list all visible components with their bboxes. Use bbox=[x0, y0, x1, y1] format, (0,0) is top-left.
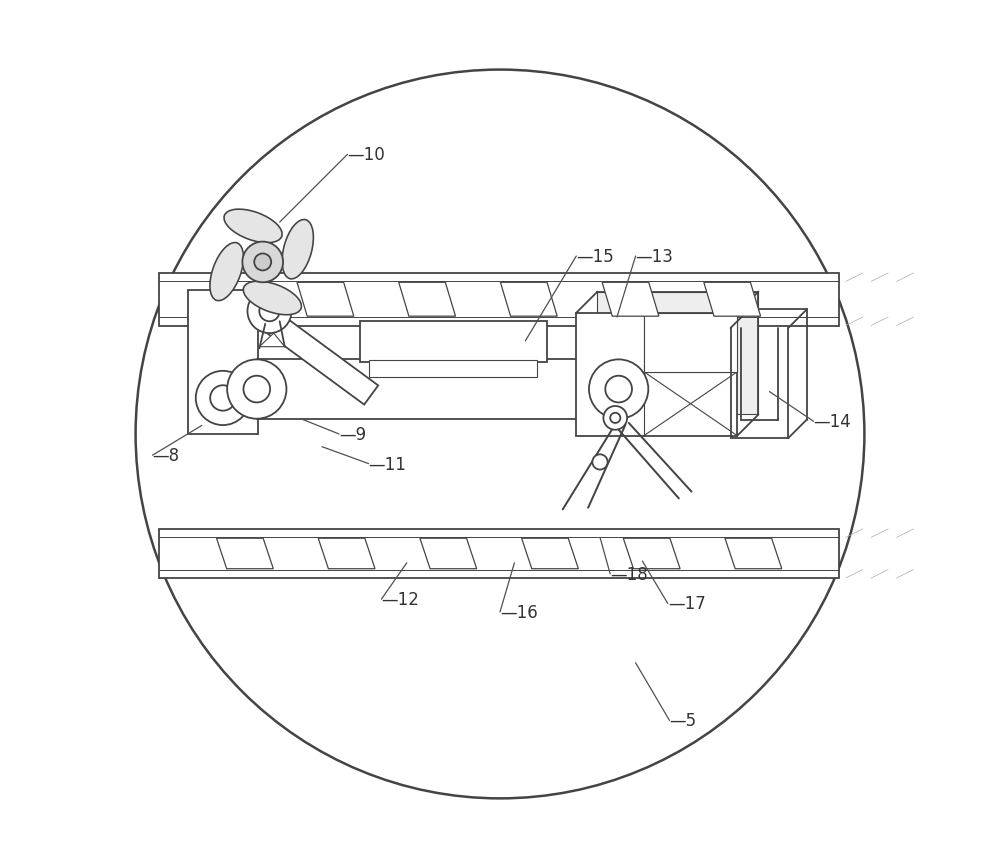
Polygon shape bbox=[259, 334, 285, 348]
Circle shape bbox=[242, 242, 283, 283]
Text: —13: —13 bbox=[636, 248, 673, 266]
Text: —12: —12 bbox=[381, 590, 419, 608]
Circle shape bbox=[254, 254, 271, 271]
Text: —16: —16 bbox=[500, 603, 538, 621]
Bar bbox=[159, 529, 839, 579]
Circle shape bbox=[259, 302, 280, 322]
Text: —8: —8 bbox=[153, 446, 180, 464]
Polygon shape bbox=[251, 302, 378, 405]
Circle shape bbox=[610, 413, 620, 423]
Bar bbox=[188, 291, 258, 435]
Ellipse shape bbox=[243, 282, 301, 315]
Circle shape bbox=[589, 360, 648, 419]
Circle shape bbox=[605, 377, 632, 403]
Polygon shape bbox=[623, 538, 680, 569]
Polygon shape bbox=[318, 538, 375, 569]
Circle shape bbox=[136, 71, 864, 798]
Polygon shape bbox=[399, 283, 456, 317]
Ellipse shape bbox=[282, 220, 313, 279]
Polygon shape bbox=[725, 538, 782, 569]
Bar bbox=[360, 322, 547, 362]
Circle shape bbox=[227, 360, 286, 419]
Circle shape bbox=[243, 377, 270, 403]
Text: —18: —18 bbox=[610, 565, 648, 583]
Text: —9: —9 bbox=[339, 425, 366, 443]
Polygon shape bbox=[522, 538, 578, 569]
Text: —15: —15 bbox=[576, 248, 614, 266]
Bar bbox=[597, 292, 758, 415]
Circle shape bbox=[210, 386, 236, 412]
Text: —5: —5 bbox=[669, 711, 697, 729]
Polygon shape bbox=[602, 283, 659, 317]
Polygon shape bbox=[297, 283, 354, 317]
Bar bbox=[369, 361, 537, 377]
Polygon shape bbox=[217, 538, 273, 569]
Circle shape bbox=[603, 406, 627, 430]
Text: —11: —11 bbox=[369, 455, 407, 473]
Polygon shape bbox=[420, 538, 477, 569]
Text: —14: —14 bbox=[814, 412, 851, 431]
Circle shape bbox=[247, 290, 292, 334]
Polygon shape bbox=[704, 283, 761, 317]
Text: —10: —10 bbox=[347, 147, 385, 164]
Text: —17: —17 bbox=[668, 595, 706, 613]
Bar bbox=[159, 273, 839, 326]
Ellipse shape bbox=[224, 210, 282, 244]
Ellipse shape bbox=[210, 243, 243, 302]
Circle shape bbox=[196, 371, 250, 426]
Circle shape bbox=[592, 455, 608, 470]
Bar bbox=[576, 314, 737, 436]
Polygon shape bbox=[500, 283, 557, 317]
Bar bbox=[644, 314, 737, 372]
